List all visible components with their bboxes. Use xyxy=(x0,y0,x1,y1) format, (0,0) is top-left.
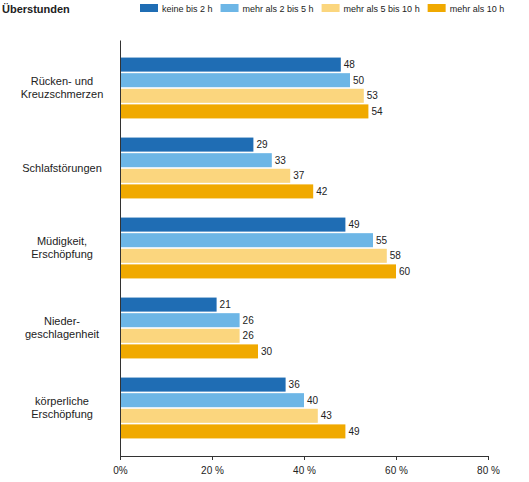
bar xyxy=(120,378,286,392)
tick: Schlafstörungen xyxy=(22,162,102,174)
data-label: 33 xyxy=(275,155,287,166)
tick-mark xyxy=(120,456,121,460)
bar xyxy=(120,424,345,438)
data-label: 50 xyxy=(353,75,365,86)
data-label: 26 xyxy=(243,330,255,341)
data-label: 40 xyxy=(307,395,319,406)
bar xyxy=(120,89,364,103)
chart: Überstunden keine bis 2 h mehr als 2 bis 5… xyxy=(0,0,529,482)
tick-label-line: Kreuzschmerzen xyxy=(21,88,104,100)
bar xyxy=(120,233,373,247)
legend-label: mehr als 5 bis 10 h xyxy=(344,4,420,14)
tick: Nieder-geschlagenheit xyxy=(25,315,99,340)
data-label: 55 xyxy=(376,235,388,246)
tick-label-line: Rücken- und xyxy=(31,75,93,87)
tick-label-line: Müdigkeit, xyxy=(37,235,87,247)
tick-label-line: körperliche xyxy=(35,395,89,407)
tick: 40 % xyxy=(293,456,316,476)
tick-mark xyxy=(396,456,397,460)
bar xyxy=(120,184,313,198)
tick-label-line: Schlafstörungen xyxy=(22,162,102,174)
data-label: 58 xyxy=(390,250,402,261)
bar xyxy=(120,218,345,232)
bar xyxy=(120,409,318,423)
data-labels: 48 29 49 21 36 50 33 55 26 40 53 37 58 26 43 54 42 60 30 49 xyxy=(220,59,411,437)
bar xyxy=(120,344,258,358)
data-label: 60 xyxy=(399,266,411,277)
y-axis: Rücken- undKreuzschmerzen Schlafstörungen… xyxy=(21,41,121,457)
tick-label: 60 % xyxy=(385,465,408,476)
bar xyxy=(120,73,350,87)
bar xyxy=(120,153,272,167)
tick: 0% xyxy=(113,456,128,476)
legend-item: mehr als 2 bis 5 h xyxy=(221,4,314,14)
data-label: 42 xyxy=(316,186,328,197)
tick-label-line: geschlagenheit xyxy=(25,328,99,340)
legend-swatch xyxy=(221,4,239,12)
tick: Müdigkeit,Erschöpfung xyxy=(31,235,93,260)
bar xyxy=(120,298,217,312)
legend-label: keine bis 2 h xyxy=(162,4,213,14)
tick-label: Schlafstörungen xyxy=(22,162,102,174)
data-label: 48 xyxy=(344,59,356,70)
legend-item: mehr als 10 h xyxy=(428,4,505,14)
tick-label: 40 % xyxy=(293,465,316,476)
title: Überstunden xyxy=(2,3,70,15)
tick-label-line: Erschöpfung xyxy=(31,248,93,260)
data-label: 49 xyxy=(348,219,360,230)
legend-item: mehr als 5 bis 10 h xyxy=(322,4,420,14)
bar xyxy=(120,393,304,407)
tick-label-line: Nieder- xyxy=(44,315,80,327)
tick-mark xyxy=(212,456,213,460)
tick: 60 % xyxy=(385,456,408,476)
tick: Rücken- undKreuzschmerzen xyxy=(21,75,104,100)
data-label: 49 xyxy=(348,426,360,437)
data-label: 21 xyxy=(220,299,232,310)
data-label: 30 xyxy=(261,346,273,357)
tick-label: 20 % xyxy=(201,465,224,476)
bar xyxy=(120,249,387,263)
data-label: 36 xyxy=(289,379,301,390)
tick: 80 % xyxy=(477,456,500,476)
legend-swatch xyxy=(322,4,340,12)
tick: 20 % xyxy=(201,456,224,476)
data-label: 37 xyxy=(293,170,305,181)
bar xyxy=(120,329,240,343)
bar xyxy=(120,264,396,278)
axis-line xyxy=(120,41,121,457)
data-label: 26 xyxy=(243,315,255,326)
legend-swatch xyxy=(428,4,446,12)
data-label: 54 xyxy=(371,106,383,117)
tick-label: Müdigkeit,Erschöpfung xyxy=(31,235,93,260)
data-label: 43 xyxy=(321,410,333,421)
tick-mark xyxy=(304,456,305,460)
tick-label: 0% xyxy=(113,465,128,476)
legend: keine bis 2 h mehr als 2 bis 5 h mehr als … xyxy=(140,4,504,14)
bar xyxy=(120,313,240,327)
legend-label: mehr als 10 h xyxy=(450,4,505,14)
tick-label: Nieder-geschlagenheit xyxy=(25,315,99,340)
tick-mark xyxy=(488,456,489,460)
bars xyxy=(120,58,396,439)
bar xyxy=(120,169,290,183)
tick-label: Rücken- undKreuzschmerzen xyxy=(21,75,104,100)
x-axis: 0% 20 % 40 % 60 % 80 % xyxy=(113,456,500,476)
legend-swatch xyxy=(140,4,158,12)
tick: körperlicheErschöpfung xyxy=(31,395,93,420)
tick-label: 80 % xyxy=(477,465,500,476)
bar xyxy=(120,138,253,152)
data-label: 29 xyxy=(256,139,268,150)
legend-item: keine bis 2 h xyxy=(140,4,213,14)
tick-label-line: Erschöpfung xyxy=(31,408,93,420)
bar xyxy=(120,58,341,72)
legend-label: mehr als 2 bis 5 h xyxy=(243,4,314,14)
tick-label: körperlicheErschöpfung xyxy=(31,395,93,420)
data-label: 53 xyxy=(367,90,379,101)
bar xyxy=(120,104,368,118)
